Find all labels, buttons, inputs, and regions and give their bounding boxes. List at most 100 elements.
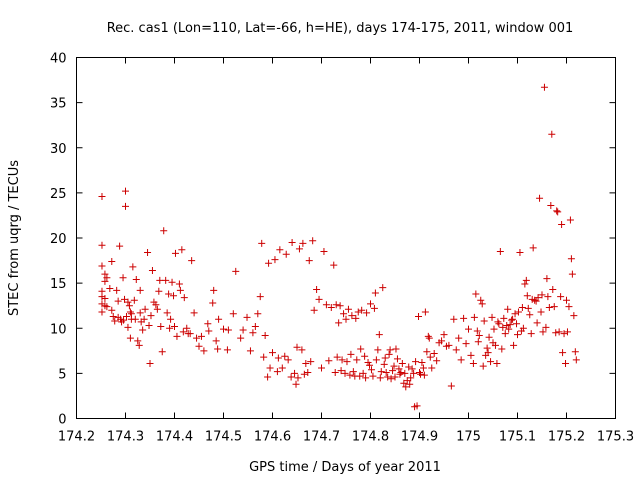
data-point — [139, 326, 147, 334]
data-point — [158, 348, 166, 356]
chart-title: Rec. cas1 (Lon=110, Lat=-66, h=HE), days… — [107, 21, 574, 36]
data-point — [410, 369, 418, 377]
data-point — [357, 345, 365, 353]
data-point — [416, 370, 424, 378]
data-point — [491, 341, 499, 349]
data-point — [487, 358, 495, 366]
data-point — [179, 328, 187, 336]
data-point — [426, 353, 434, 361]
data-point — [274, 354, 282, 362]
data-point — [153, 305, 161, 313]
y-tick-label: 10 — [50, 322, 67, 337]
data-point — [419, 364, 427, 372]
data-point — [523, 292, 531, 300]
data-point — [215, 315, 223, 323]
data-point — [359, 369, 367, 377]
data-point — [322, 301, 330, 309]
data-point — [420, 371, 428, 379]
x-tick-label: 174.9 — [401, 430, 438, 445]
data-point — [562, 359, 570, 367]
data-point — [499, 323, 507, 331]
data-point — [503, 322, 511, 330]
x-axis-label: GPS time / Days of year 2011 — [249, 460, 441, 475]
data-point — [563, 328, 571, 336]
data-point — [386, 346, 394, 354]
data-point — [533, 319, 541, 327]
data-point — [132, 276, 140, 284]
data-point — [433, 357, 441, 365]
data-point — [299, 239, 307, 247]
data-point — [544, 293, 552, 301]
data-point — [416, 368, 423, 376]
y-tick-label: 20 — [50, 232, 67, 247]
data-point — [120, 316, 128, 324]
data-point — [354, 308, 362, 316]
data-point — [483, 344, 491, 352]
data-point — [212, 337, 220, 345]
data-point — [511, 310, 519, 318]
data-point — [369, 372, 377, 380]
data-point — [380, 360, 388, 368]
x-tick-label: 174.6 — [254, 430, 291, 445]
data-point — [129, 263, 137, 271]
data-point — [239, 326, 247, 334]
data-point — [200, 347, 208, 355]
data-point — [135, 341, 143, 349]
data-point — [470, 313, 478, 321]
data-point — [210, 286, 218, 294]
data-point — [391, 373, 399, 381]
data-point — [224, 326, 232, 334]
data-point — [111, 317, 119, 325]
data-point — [479, 362, 487, 370]
x-tick-label: 175 — [456, 430, 481, 445]
data-point — [273, 368, 281, 376]
data-point — [136, 286, 144, 294]
data-point — [514, 308, 522, 316]
data-point — [352, 314, 360, 322]
data-point — [197, 332, 205, 340]
data-point — [126, 308, 134, 316]
data-point — [269, 349, 276, 357]
data-point — [514, 331, 521, 339]
data-point — [291, 369, 299, 377]
data-point — [484, 349, 492, 357]
data-point — [155, 287, 163, 295]
data-point — [363, 309, 371, 317]
data-point — [460, 314, 468, 322]
data-point — [376, 374, 384, 382]
data-point — [395, 365, 403, 373]
data-point — [302, 359, 310, 367]
data-point — [566, 216, 574, 224]
data-point — [313, 285, 321, 293]
data-point — [209, 299, 217, 307]
data-point — [348, 312, 356, 320]
data-points — [98, 84, 580, 411]
data-point — [413, 402, 421, 410]
data-point — [372, 356, 380, 364]
data-point — [131, 315, 139, 323]
data-point — [455, 334, 463, 342]
data-point — [519, 324, 527, 332]
x-tick-label: 175.2 — [548, 430, 585, 445]
data-point — [178, 246, 186, 254]
data-point — [509, 315, 517, 323]
data-point — [510, 341, 518, 349]
data-point — [343, 358, 351, 366]
data-point — [173, 332, 181, 340]
data-point — [163, 309, 171, 317]
data-point — [205, 327, 213, 335]
data-point — [567, 255, 575, 263]
data-point — [495, 320, 503, 328]
data-point — [346, 371, 354, 379]
data-point — [465, 325, 472, 333]
data-point — [170, 292, 178, 300]
data-point — [543, 275, 551, 283]
data-point — [246, 347, 254, 355]
data-point — [457, 356, 465, 364]
data-point — [353, 356, 361, 364]
data-point — [425, 334, 433, 342]
data-point — [504, 305, 512, 313]
data-point — [550, 303, 558, 311]
data-point — [124, 323, 132, 331]
data-point — [407, 374, 415, 382]
